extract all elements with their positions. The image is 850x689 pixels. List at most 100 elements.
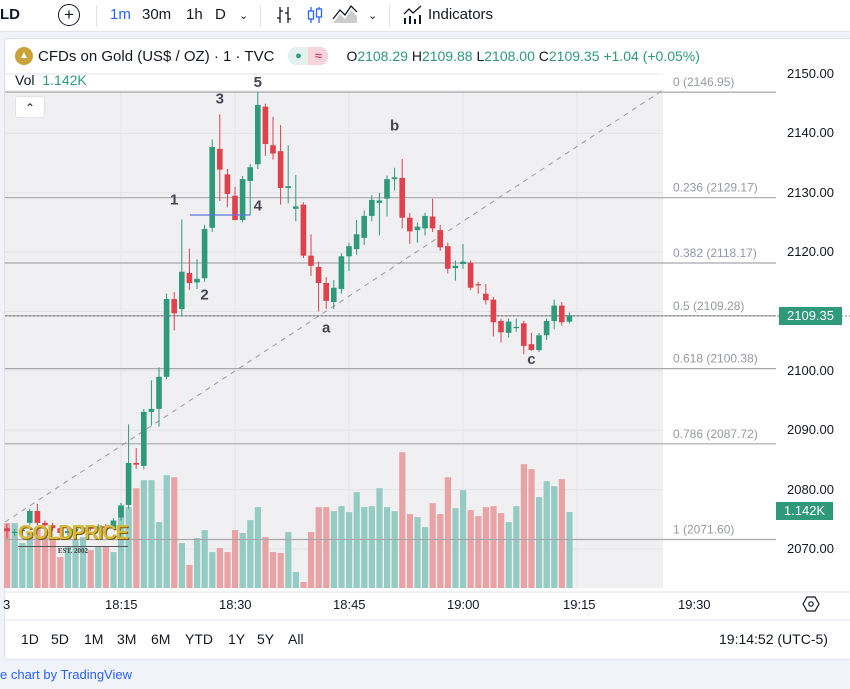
clock-timezone[interactable]: 19:14:52 (UTC-5) [719,631,828,647]
volume-bar [467,510,474,588]
candle-body [483,293,489,301]
volume-bar [384,507,391,588]
candle-body [239,179,246,221]
volume-bar [422,527,429,588]
price-tick-label: 2140.00 [787,125,834,141]
fib-level-label: 0.382 (2118.17) [673,246,757,260]
settings-icon[interactable] [802,595,820,613]
candle-body [315,266,322,283]
candle-body [399,177,405,218]
chevron-down-icon[interactable]: ⌄ [239,10,249,22]
volume-bar [133,488,140,588]
volume-bar [520,464,527,588]
low-value: 2108.00 [484,48,535,64]
interval-1m[interactable]: 1m [110,6,131,23]
wave-label-5[interactable]: 5 [254,74,262,91]
candle-body [118,505,124,518]
time-tick-label: 3 [3,597,11,612]
compare-add-icon[interactable]: + [58,4,80,26]
volume-bar [444,477,451,588]
time-tick-label: 18:15 [105,597,138,612]
time-tick-label: 19:15 [563,597,596,612]
candle-body [353,234,360,250]
symbol-label[interactable]: LD [0,6,20,23]
wave-label-b[interactable]: b [390,117,399,134]
volume-bar [391,511,398,588]
volume-bar [406,514,413,588]
price-tick-label: 2130.00 [787,184,834,200]
volume-bar [163,475,170,588]
candle-body [338,256,345,289]
tradingview-attribution-link[interactable]: e chart by TradingView [0,667,132,682]
interval-30m[interactable]: 30m [142,6,172,23]
candle-body [277,151,284,188]
candle-body [4,528,10,532]
candle-body [95,526,101,529]
volume-bar [543,481,550,588]
price-tick-label: 2070.00 [787,541,834,556]
wave-label-3[interactable]: 3 [216,91,224,108]
candle-body [163,299,170,377]
range-button-5y[interactable]: 5Y [257,631,275,647]
volume-bar [399,452,406,588]
wave-label-1[interactable]: 1 [170,192,178,209]
volume-bar [19,543,26,588]
candle-body [536,335,542,351]
last-price-tag: 2109.35 [779,307,842,325]
indicators-button[interactable]: Indicators [428,6,494,23]
volume-bar [277,553,284,588]
indicators-icon[interactable] [402,5,424,25]
volume-value: 1.142K [42,72,87,88]
candle-body [407,217,413,232]
candle-body [65,531,71,533]
bar-chart-icon[interactable] [274,5,294,25]
candle-body [57,528,63,533]
collapse-legend-button[interactable]: ⌃ [15,96,45,118]
candle-body [300,204,307,256]
candle-body [490,299,497,323]
high-label: H [411,48,422,64]
volume-bar [536,497,543,588]
candle-body [49,525,56,529]
candle-body [422,215,428,229]
open-label: O [346,48,358,64]
wave-label-4[interactable]: 4 [254,198,263,215]
time-tick-label: 19:30 [678,597,711,612]
volume-bar [475,516,482,588]
symbol-title[interactable]: CFDs on Gold (US$ / OZ) · 1 · TVC [38,47,275,65]
candle-body [224,174,231,194]
candle-body [521,323,527,346]
candles-icon[interactable] [305,5,325,25]
range-button-all[interactable]: All [288,631,304,647]
market-status[interactable]: ● ≈ [288,47,329,65]
wave-label-c[interactable]: c [527,351,535,368]
range-button-1m[interactable]: 1M [84,631,104,647]
range-button-3m[interactable]: 3M [117,631,137,647]
wave-label-a[interactable]: a [322,319,331,336]
interval-d[interactable]: D [215,6,226,23]
fib-level-label: 0 (2146.95) [673,75,734,89]
chevron-down-icon[interactable]: ⌄ [368,10,378,22]
range-button-6m[interactable]: 6M [151,631,171,647]
range-button-1y[interactable]: 1Y [228,631,246,647]
open-value: 2108.29 [357,48,408,64]
candle-body [186,272,193,283]
candle-body [148,408,155,412]
range-button-5d[interactable]: 5D [51,631,69,647]
range-button-1d[interactable]: 1D [21,631,39,647]
candle-body [475,284,481,286]
volume-bar [338,506,345,588]
price-tick-label: 2090.00 [787,422,834,438]
volume-bar [513,506,520,588]
time-tick-label: 18:30 [219,597,252,612]
volume-bar [102,547,109,588]
volume-label: Vol [15,72,35,88]
interval-1h[interactable]: 1h [186,6,203,23]
area-chart-icon[interactable] [332,5,358,25]
volume-bar [49,540,56,588]
wave-label-2[interactable]: 2 [200,287,208,304]
fib-level-label: 0.5 (2109.28) [673,299,744,313]
range-button-ytd[interactable]: YTD [185,631,213,647]
candle-body [467,262,474,288]
